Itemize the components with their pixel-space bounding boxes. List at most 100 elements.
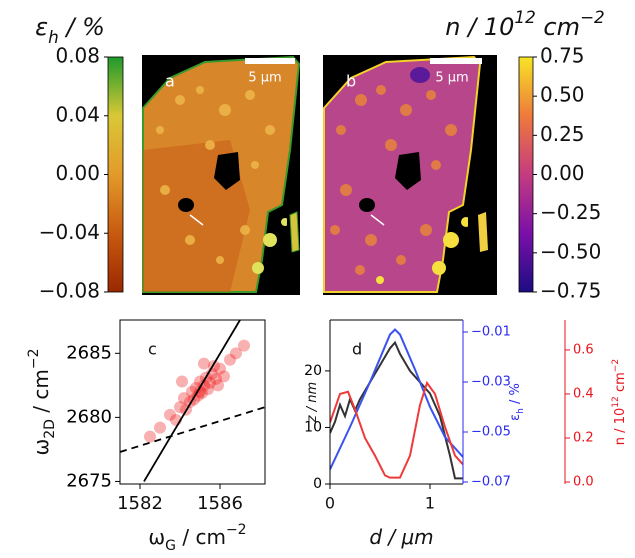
tick-label: −0.04	[39, 220, 100, 244]
doping-map	[323, 55, 497, 295]
scatter-point	[154, 421, 166, 434]
colorbar-title: εh / %	[35, 13, 105, 47]
tick-label: −0.08	[39, 279, 100, 303]
label-part: / cm	[29, 369, 53, 419]
y-tick-label: 0.4	[573, 386, 594, 401]
scale-bar-label: 5 μm	[248, 71, 281, 86]
y-tick-label: 2675	[66, 470, 112, 491]
y-tick-label: 2685	[66, 342, 112, 363]
label-part: −2	[226, 522, 247, 538]
scatter-point	[230, 347, 242, 360]
tick-label: 0.25	[540, 122, 585, 146]
label-part: h	[48, 27, 59, 47]
label-part: / %	[59, 13, 105, 41]
tick-label: 0.75	[540, 44, 585, 68]
label-part: ω	[29, 439, 53, 456]
y-tick-label: 0.2	[573, 430, 594, 445]
tick-label: −0.25	[540, 200, 601, 224]
label-part: ω	[148, 525, 165, 549]
tick-label: 0.00	[540, 161, 585, 185]
scale-bar-label: 5 μm	[435, 71, 468, 86]
scatter-point	[210, 372, 222, 385]
x-tick-label: 1	[425, 494, 435, 513]
panel-label: c	[148, 340, 157, 359]
scatter-point	[214, 362, 226, 375]
label-part: cm	[613, 372, 628, 396]
scatter-point	[224, 353, 236, 366]
y-axis-label: z / nm	[305, 382, 320, 423]
y-tick-label: 0	[313, 476, 322, 492]
label-part: n / 10	[445, 13, 514, 41]
tick-label: −0.75	[540, 279, 601, 303]
label-part: cm	[536, 13, 580, 41]
scatter-point	[190, 381, 202, 394]
panel-label: a	[165, 72, 175, 91]
x-axis-label: d / μm	[369, 525, 433, 549]
label-part: G	[165, 538, 176, 554]
colorbar	[518, 56, 534, 293]
y-tick-label: −0.05	[471, 425, 511, 440]
label-part: −2	[580, 7, 605, 27]
y-tick-label: −0.07	[471, 475, 511, 490]
x-tick-label: 0	[325, 494, 335, 513]
y-tick-label: 2680	[66, 406, 112, 427]
panel-label: b	[346, 72, 356, 91]
tick-label: 0.04	[55, 102, 100, 126]
label-part: ε	[35, 13, 48, 41]
colorbar-title: n / 1012 cm−2	[445, 7, 604, 41]
label-part: h	[516, 408, 526, 414]
scatter-point	[202, 383, 214, 396]
y-tick-label: 0.6	[573, 342, 594, 357]
scatter-point	[198, 379, 210, 392]
y-tick-label: 0.0	[573, 475, 594, 490]
scatter-point	[192, 389, 204, 402]
x-axis-label: ωG / cm−2	[148, 522, 246, 554]
scatter-point	[212, 379, 224, 392]
label-part: d / μm	[369, 525, 433, 549]
label-part: 12	[611, 396, 621, 408]
label-part: −2	[611, 359, 621, 372]
scatter-point	[194, 385, 206, 398]
y-tick-label: −0.01	[471, 325, 511, 340]
data-line	[143, 320, 241, 482]
label-part: ε	[508, 414, 523, 421]
x-tick-label: 1582	[117, 493, 163, 514]
y3-axis-label: n / 1012 cm−2	[611, 359, 628, 445]
data-line	[330, 340, 463, 480]
scatter-point	[164, 408, 176, 421]
axes-frame	[119, 319, 266, 485]
scatter-point	[178, 392, 190, 405]
label-part: 12	[514, 7, 535, 27]
scatter-point	[176, 375, 188, 388]
scatter-point	[144, 430, 156, 443]
label-part: / %	[508, 383, 523, 408]
y-tick-label: −0.03	[471, 375, 511, 390]
y2-axis-label: εh / %	[508, 383, 526, 421]
tick-label: 0.08	[55, 44, 100, 68]
label-part: 2D	[42, 419, 58, 439]
data-line	[120, 406, 265, 453]
scatter-point	[204, 376, 216, 389]
tick-label: 0.00	[55, 161, 100, 185]
data-line	[330, 328, 463, 470]
label-part: / cm	[176, 525, 226, 549]
scatter-point	[218, 370, 230, 383]
tick-label: 0.50	[540, 83, 585, 107]
label-part: n / 10	[613, 408, 628, 445]
y-tick-label: 20	[304, 363, 322, 379]
tick-label: −0.50	[540, 239, 601, 263]
x-tick-label: 1586	[197, 493, 243, 514]
data-line	[330, 380, 463, 479]
label-part: −2	[26, 348, 42, 369]
strain-map	[142, 55, 300, 295]
scatter-point	[194, 375, 206, 388]
panel-label: d	[352, 340, 362, 359]
scatter-point	[198, 357, 210, 370]
colorbar	[107, 56, 124, 293]
scatter-point	[238, 339, 250, 352]
plot-area	[330, 328, 463, 480]
y-axis-label: ω2D / cm−2	[26, 348, 58, 455]
plot-area	[120, 320, 265, 482]
label-part: z / nm	[305, 382, 320, 423]
